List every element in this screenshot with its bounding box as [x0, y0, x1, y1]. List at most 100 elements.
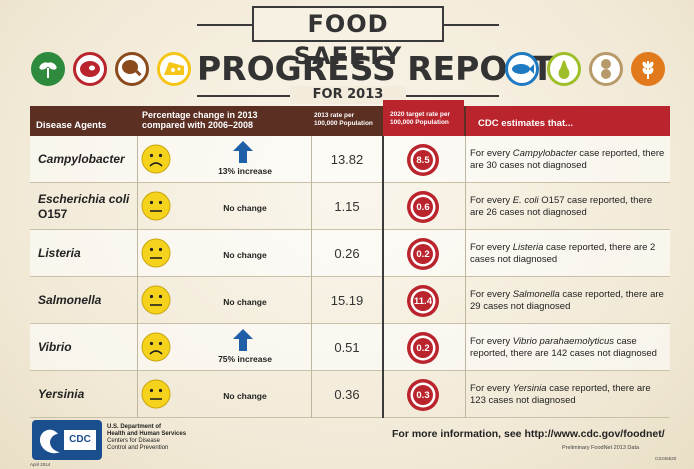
estimate-suffix: case reported, there are 29 cases not di… — [470, 289, 664, 312]
estimate-prefix: For every — [470, 383, 513, 394]
percentage-change: No change — [223, 391, 267, 401]
hhs-cdc-text: U.S. Department of Health and Human Serv… — [107, 424, 186, 452]
cdc-estimate: For every Campylobacter case reported, t… — [470, 136, 666, 183]
increase-arrow-icon — [233, 141, 253, 163]
column-divider — [382, 136, 384, 418]
table-row: Campylobacter 13% increase 13.82 8.5 — [30, 136, 670, 183]
fish-icon — [505, 52, 539, 86]
document-code: CS246520 — [655, 456, 677, 461]
sprout-icon — [31, 52, 65, 86]
target-icon — [407, 285, 439, 317]
title-progress-report: PROGRESS REPORT — [197, 49, 554, 88]
neutral-face-icon — [141, 191, 171, 221]
title-food-safety: FOOD SAFETY — [252, 6, 444, 70]
header-2020-target: 2020 target rate per 100,000 Population — [390, 111, 450, 127]
estimate-organism: Listeria — [512, 242, 544, 253]
table-row: Salmonella No change 15.19 11.4 For — [30, 277, 670, 324]
header-cdc-estimates: CDC estimates that... — [478, 118, 574, 129]
target-2020-value: 0.2 — [416, 342, 430, 354]
more-info-link[interactable]: For more information, see http://www.cdc… — [392, 428, 665, 440]
rate-2013: 0.51 — [334, 340, 360, 355]
estimate-suffix: case reported, there are 30 cases not di… — [470, 148, 665, 171]
target-header-bg — [383, 100, 464, 136]
disease-agent-name: Vibrio — [38, 324, 138, 371]
agent-label: Listeria — [38, 246, 81, 260]
peanut-icon — [589, 52, 623, 86]
table-header: Disease Agents Percentage change in 2013… — [30, 100, 670, 136]
disease-agent-name: Salmonella — [38, 277, 138, 324]
percentage-change: No change — [223, 297, 267, 307]
header-target-line2: 100,000 Population — [390, 119, 449, 126]
estimate-prefix: For every — [470, 195, 513, 206]
disease-agent-name: Campylobacter — [38, 136, 138, 183]
estimate-suffix: case reported, there are 123 cases not d… — [470, 383, 651, 406]
neutral-face-icon — [141, 238, 171, 268]
column-divider — [311, 136, 312, 418]
table-row: Listeria No change 0.26 0.2 For ever — [30, 230, 670, 277]
cdc-line1: Centers for Disease — [107, 438, 161, 444]
disease-agent-name: Escherichia coli O157 — [38, 183, 138, 230]
hhs-cdc-logo: CDC — [32, 420, 102, 460]
estimate-organism: Campylobacter — [512, 148, 577, 159]
estimate-suffix: O157 case reported, there are 26 cases n… — [470, 195, 653, 218]
target-2020-cell: 0.2 — [383, 230, 464, 277]
column-divider — [137, 136, 138, 418]
target-2020-value: 11.4 — [414, 295, 432, 307]
estimate-suffix: case reported, there are 142 cases not d… — [470, 336, 657, 359]
estimate-prefix: For every — [470, 289, 513, 300]
percentage-change: No change — [223, 250, 267, 260]
cdc-estimate: For every Listeria case reported, there … — [470, 230, 666, 277]
preliminary-data-note: Preliminary FoodNet 2013 Data — [562, 445, 640, 451]
estimate-prefix: For every — [470, 148, 513, 159]
column-divider — [465, 136, 466, 418]
sad-face-icon — [141, 144, 171, 174]
disease-agent-name: Listeria — [38, 230, 138, 277]
percentage-change: 75% increase — [218, 354, 272, 364]
header-percentage-change: Percentage change in 2013 compared with … — [142, 110, 258, 130]
header-2013-rate: 2013 rate per 100,000 Population — [314, 112, 373, 128]
target-2020-value: 0.3 — [416, 389, 430, 401]
estimate-organism: Vibrio parahaemolyticus — [512, 336, 614, 347]
subtitle-rule-left — [197, 95, 290, 97]
header-target-line1: 2020 target rate per — [390, 111, 450, 118]
publication-date: April 2014 — [30, 462, 51, 467]
pear-icon — [547, 52, 581, 86]
increase-arrow-icon — [233, 329, 253, 351]
cdc-estimate: For every E. coli O157 case reported, th… — [470, 183, 666, 230]
rate-2013: 13.82 — [330, 152, 364, 167]
target-2020-cell: 8.5 — [383, 136, 464, 183]
target-2020-cell: 0.3 — [383, 371, 464, 418]
cdc-logo-text: CDC — [69, 434, 91, 445]
sad-face-icon — [141, 332, 171, 362]
estimate-prefix: For every — [470, 336, 513, 347]
hhs-line2: Health and Human Services — [107, 431, 187, 437]
estimate-organism: Yersinia — [512, 383, 547, 394]
title-for-2013: FOR 2013 — [290, 86, 406, 104]
header-rate-line1: 2013 rate per — [314, 112, 355, 119]
header-rule-left — [197, 24, 252, 26]
target-icon — [407, 144, 439, 176]
meat-icon — [73, 52, 107, 86]
subtitle-rule-right — [406, 95, 499, 97]
wheat-icon — [631, 52, 665, 86]
cheese-icon — [157, 52, 191, 86]
cdc-estimate: For every Vibrio parahaemolyticus case r… — [470, 324, 666, 371]
rate-2013: 1.15 — [334, 199, 360, 214]
target-2020-value: 0.2 — [416, 248, 430, 260]
agent-label: Salmonella — [38, 293, 102, 307]
rate-2013: 0.36 — [334, 387, 360, 402]
hhs-line1: U.S. Department of — [107, 424, 162, 430]
target-2020-value: 8.5 — [416, 154, 430, 166]
agent-label: Escherichia coli — [38, 191, 130, 206]
rate-2013: 15.19 — [330, 293, 364, 308]
target-icon — [407, 191, 439, 223]
neutral-face-icon — [141, 285, 171, 315]
cdc-line2: Control and Prevention — [107, 445, 169, 451]
agent-label: Yersinia — [38, 387, 85, 401]
neutral-face-icon — [141, 379, 171, 409]
drumstick-icon — [115, 52, 149, 86]
agent-sub-label: O157 — [38, 206, 68, 221]
estimate-prefix: For every — [470, 242, 513, 253]
header-pct-line2: compared with 2006–2008 — [142, 120, 254, 130]
